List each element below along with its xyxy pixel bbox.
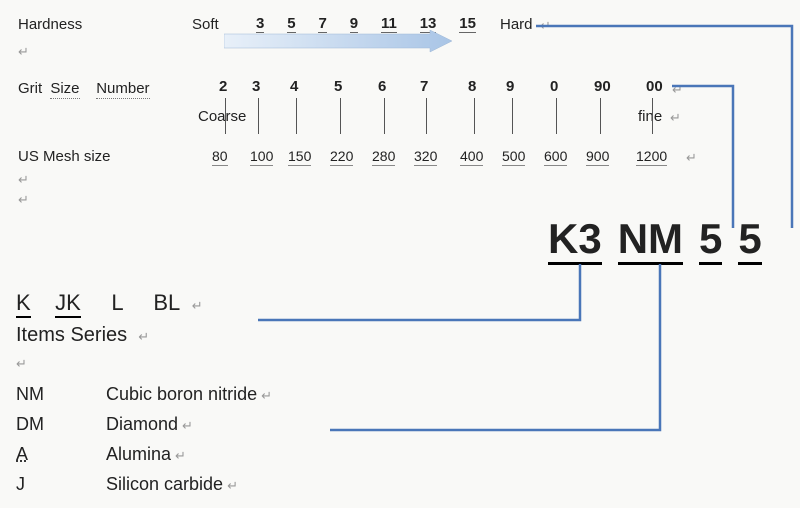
mesh-value: 150 <box>288 148 311 166</box>
connector-line <box>330 264 660 430</box>
return-icon: ↵ <box>18 192 29 208</box>
code-part-5a: 5 <box>699 218 722 265</box>
material-code: A <box>16 440 106 468</box>
mesh-value: 900 <box>586 148 609 166</box>
hardness-value: 15 <box>459 15 476 33</box>
grit-coarse: Coarse <box>198 108 246 125</box>
grit-tick <box>296 98 297 134</box>
grit-number: 0 <box>550 78 558 95</box>
series-label: Items Series ↵ <box>16 324 149 347</box>
connector-line <box>536 26 792 228</box>
return-icon: ↵ <box>182 418 193 433</box>
grit-word: Grit <box>18 80 42 97</box>
return-icon: ↵ <box>261 388 272 403</box>
grit-number: 4 <box>290 78 298 95</box>
return-icon: ↵ <box>540 18 551 34</box>
grit-tick <box>384 98 385 134</box>
grit-tick <box>556 98 557 134</box>
material-code: J <box>16 470 106 498</box>
material-name: Alumina <box>106 444 171 464</box>
grit-tick <box>474 98 475 134</box>
grit-number: 3 <box>252 78 260 95</box>
grit-tick <box>340 98 341 134</box>
grit-fine: fine <box>638 108 662 125</box>
return-icon: ↵ <box>18 172 29 188</box>
material-row: DMDiamond ↵ <box>16 410 272 440</box>
materials-table: NMCubic boron nitride↵DMDiamond↵AAlumina… <box>16 380 272 500</box>
grit-number-word: Number <box>96 80 149 99</box>
mesh-value: 280 <box>372 148 395 166</box>
hardness-soft: Soft <box>192 16 219 33</box>
mesh-value: 220 <box>330 148 353 166</box>
material-name: Cubic boron nitride <box>106 384 257 404</box>
return-icon: ↵ <box>18 44 29 60</box>
material-name: Silicon carbide <box>106 474 223 494</box>
series-l: L <box>111 290 122 315</box>
return-icon: ↵ <box>686 150 697 166</box>
connector-line <box>672 86 733 228</box>
code-part-5b: 5 <box>738 218 761 265</box>
hardness-label: Hardness <box>18 16 82 33</box>
material-row: JSilicon carbide ↵ <box>16 470 272 500</box>
grit-tick <box>225 98 226 134</box>
return-icon: ↵ <box>138 329 149 344</box>
material-row: NMCubic boron nitride ↵ <box>16 380 272 410</box>
product-code: K3 NM 5 5 <box>548 218 762 265</box>
grit-size-word: Size <box>50 80 79 99</box>
return-icon: ↵ <box>192 298 203 313</box>
grit-tick <box>426 98 427 134</box>
grit-number: 00 <box>646 78 663 95</box>
return-icon: ↵ <box>175 448 186 463</box>
return-icon: ↵ <box>672 82 683 98</box>
series-bl: BL <box>153 290 179 315</box>
mesh-value: 320 <box>414 148 437 166</box>
hardness-hard: Hard <box>500 16 533 33</box>
mesh-value: 500 <box>502 148 525 166</box>
material-row: AAlumina ↵ <box>16 440 272 470</box>
series-codes: K JK L BL ↵ <box>16 290 203 316</box>
grit-number: 8 <box>468 78 476 95</box>
grit-tick <box>512 98 513 134</box>
grit-number: 2 <box>219 78 227 95</box>
hardness-arrow <box>224 30 454 54</box>
mesh-value: 100 <box>250 148 273 166</box>
grit-tick <box>652 98 653 134</box>
mesh-value: 80 <box>212 148 228 166</box>
mesh-value: 400 <box>460 148 483 166</box>
series-jk: JK <box>55 290 81 318</box>
material-code: NM <box>16 380 106 408</box>
series-k: K <box>16 290 31 318</box>
grit-number: 9 <box>506 78 514 95</box>
material-code: DM <box>16 410 106 438</box>
grit-number: 7 <box>420 78 428 95</box>
code-part-nm: NM <box>618 218 683 265</box>
connector-line <box>258 264 580 320</box>
mesh-value: 1200 <box>636 148 667 166</box>
return-icon: ↵ <box>670 110 681 126</box>
mesh-label: US Mesh size <box>18 148 111 165</box>
code-part-k3: K3 <box>548 218 602 265</box>
return-icon: ↵ <box>16 356 27 372</box>
grit-number: 5 <box>334 78 342 95</box>
grit-tick <box>258 98 259 134</box>
grit-number: 6 <box>378 78 386 95</box>
grit-tick <box>600 98 601 134</box>
return-icon: ↵ <box>227 478 238 493</box>
grit-label: Grit Size Number <box>18 80 150 97</box>
mesh-value: 600 <box>544 148 567 166</box>
grit-number: 90 <box>594 78 611 95</box>
material-name: Diamond <box>106 414 178 434</box>
